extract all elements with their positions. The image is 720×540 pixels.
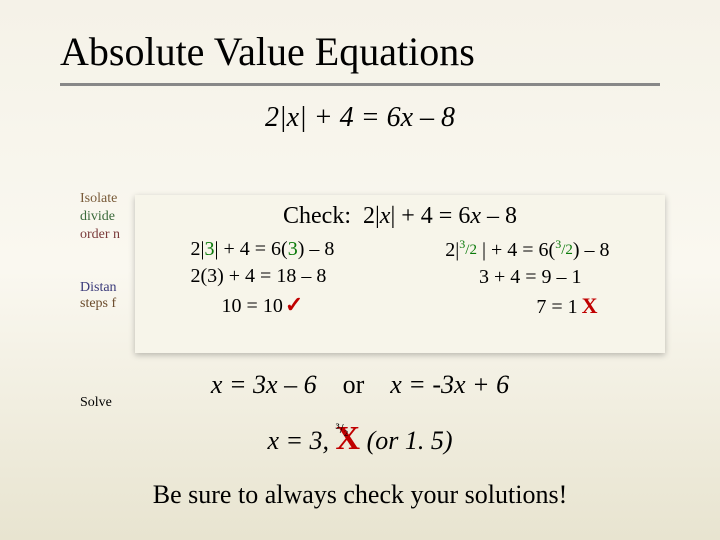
check-col-left: 2|3| + 4 = 6(3) – 8 2(3) + 4 = 18 – 8 10… (190, 236, 334, 321)
c2f2n: 3 (555, 237, 561, 251)
c1l1c: | + 4 = 6( (214, 238, 287, 260)
c2l1a: 2| (445, 239, 459, 261)
checkmark-icon: ✓ (285, 292, 303, 317)
solve-line-2: x = 3, X³/₂ (or 1. 5) (0, 420, 720, 458)
left-hint-block-2: Distan steps f (80, 280, 117, 312)
check-col-right: 2|3/2 | + 4 = 6(3/2) – 8 3 + 4 = 9 – 1 7… (445, 236, 609, 321)
solve-or: or (343, 370, 365, 399)
x-reject-icon: X (582, 293, 598, 318)
c2l1end: ) – 8 (573, 239, 610, 261)
bottom-note: Be sure to always check your solutions! (0, 480, 720, 510)
c1l1e: ) – 8 (298, 238, 335, 260)
c2l1frac1: 3/2 (459, 242, 477, 258)
solve-line-1: x = 3x – 6 or x = -3x + 6 (0, 370, 720, 400)
top-eq-lhs: 2|x| + 4 (265, 102, 354, 133)
c2l1frac2: 3/2 (555, 242, 573, 258)
c1l1b: 3 (204, 238, 214, 260)
big-x-reject-icon: X³/₂ (336, 420, 361, 458)
c2l1mid: | + 4 = 6( (477, 239, 555, 261)
c2l3: 7 = 1 (536, 296, 577, 318)
solve2-pre: x = 3, (267, 426, 335, 455)
title-underline (60, 83, 660, 86)
hint-order: order n (80, 226, 120, 244)
solve-right: x = -3x + 6 (390, 370, 509, 399)
solve2-post: (or 1. 5) (360, 426, 452, 455)
rejected-value: ³/₂ (336, 422, 349, 438)
c1l3: 10 = 10 (222, 295, 283, 317)
c2f1d: 2 (469, 242, 477, 258)
hint-isolate: Isolate (80, 190, 120, 208)
check-title: Check: 2|x| + 4 = 6x – 8 (135, 203, 665, 230)
c2f1n: 3 (459, 237, 465, 251)
check-columns: 2|3| + 4 = 6(3) – 8 2(3) + 4 = 18 – 8 10… (135, 236, 665, 321)
check-l3: 10 = 10✓ (190, 290, 334, 320)
page-title: Absolute Value Equations (0, 0, 720, 75)
c2f2d: 2 (565, 242, 573, 258)
hint-distance: Distan (80, 280, 117, 296)
hint-steps: steps f (80, 296, 117, 312)
hint-divide: divide (80, 208, 120, 226)
top-equation: 2|x| + 4 = 6x – 8 (0, 102, 720, 134)
check-r2: 3 + 4 = 9 – 1 (445, 264, 609, 291)
left-hint-block-1: Isolate divide order n (80, 190, 120, 245)
check-r3: 7 = 1X (445, 291, 609, 321)
top-eq-eq: = (361, 102, 387, 133)
check-box: Check: 2|x| + 4 = 6x – 8 2|3| + 4 = 6(3)… (135, 195, 665, 353)
check-r1: 2|3/2 | + 4 = 6(3/2) – 8 (445, 236, 609, 264)
top-eq-rhs: 6x – 8 (387, 102, 455, 133)
c1l1a: 2| (190, 238, 204, 260)
solve-left: x = 3x – 6 (211, 370, 317, 399)
check-l2: 2(3) + 4 = 18 – 8 (190, 263, 334, 290)
c1l1d: 3 (288, 238, 298, 260)
check-l1: 2|3| + 4 = 6(3) – 8 (190, 236, 334, 263)
